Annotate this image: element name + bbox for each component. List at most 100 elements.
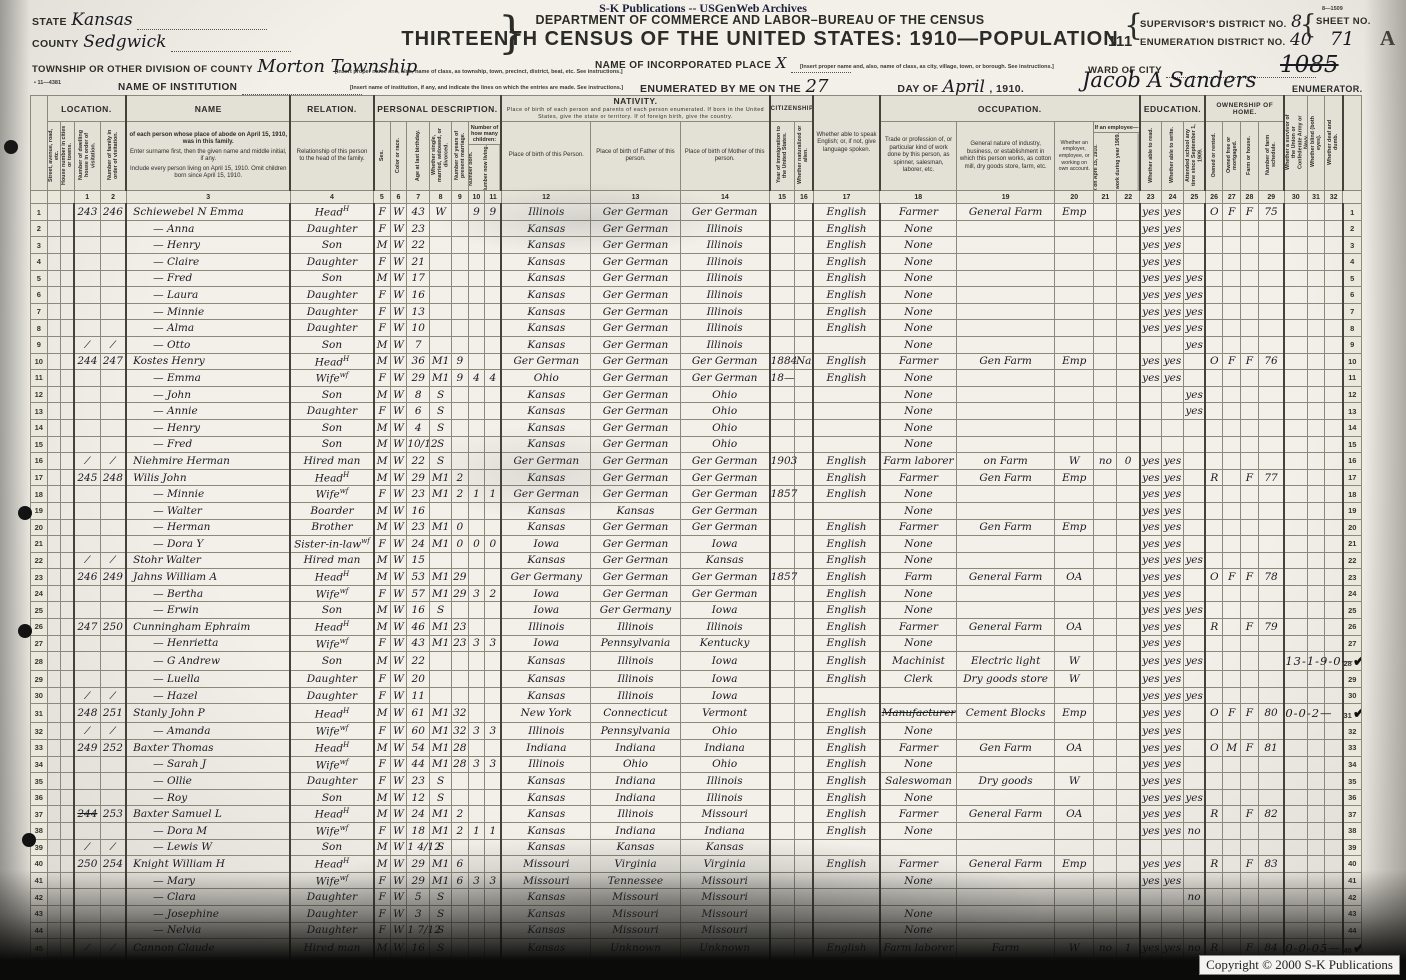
cell-school (1182, 755, 1206, 774)
cell-sex: M (372, 468, 391, 487)
cell-naturalized (794, 518, 814, 537)
cell-father_birthplace: Missouri (590, 921, 681, 940)
cell-deaf (1324, 452, 1344, 470)
cell-farm_schedule: 75 (1257, 203, 1285, 221)
cell-sex: F (372, 369, 391, 387)
cell-sex: F (372, 973, 391, 980)
column-number: 24 (1161, 190, 1184, 205)
cell-out_of_work (1093, 651, 1118, 672)
cell-yrs_married (451, 838, 469, 857)
cell-street (46, 921, 62, 940)
column-number: 8 (429, 190, 452, 205)
cell-children_born: 3 (467, 871, 486, 890)
cell-weeks_out (1116, 535, 1141, 553)
cell-relation: Daughter (289, 219, 375, 238)
cell-blind (1306, 973, 1326, 980)
cell-color: W (389, 634, 408, 653)
cell-blind (1306, 838, 1326, 857)
cell-read: yes (1138, 772, 1163, 790)
cell-yrs_married (451, 335, 469, 354)
column-number (1342, 190, 1362, 205)
cell-industry (956, 402, 1055, 420)
cell-mother_birthplace: Ger German (679, 501, 771, 520)
write-header: Whether able to write. (1161, 121, 1184, 192)
cell-children_living (484, 319, 502, 337)
cell-employer: W (1053, 772, 1095, 790)
cell-read: yes (1138, 739, 1163, 757)
employer-header: Whether an employer, employee, or workin… (1053, 121, 1095, 192)
cell-children_living (484, 385, 502, 404)
cell-birthplace: Iowa (500, 601, 592, 620)
cell-naturalized (794, 904, 814, 923)
veteran-header: Whether a survivor of the Union or Confe… (1283, 94, 1308, 192)
cell-father_birthplace: Ger German (590, 335, 681, 354)
cell-immigration_year (768, 418, 796, 437)
cell-street (46, 219, 62, 238)
cell-dwelling (73, 973, 101, 980)
cell-n2: 12 (1341, 385, 1362, 404)
cell-mother_birthplace: Indiana (679, 822, 771, 840)
cell-marital: M1 (429, 805, 452, 823)
cell-free_mortgaged (1222, 402, 1242, 420)
cell-blind (1306, 871, 1326, 890)
cell-farm_schedule (1257, 369, 1285, 387)
cell-house (60, 670, 75, 688)
cell-deaf (1324, 855, 1344, 873)
cell-street (46, 739, 62, 757)
cell-n2: 38 (1341, 822, 1362, 840)
occupation-group: OCCUPATION. (878, 94, 1141, 123)
cell-farm_house (1240, 236, 1259, 254)
cell-weeks_out (1116, 651, 1141, 672)
cell-children_born (467, 501, 486, 520)
cell-deaf (1324, 335, 1344, 354)
column-number (60, 190, 75, 205)
cell-name: — Hazel (125, 686, 291, 705)
cell-age: 16 (406, 501, 431, 520)
cell-farm_schedule (1257, 335, 1285, 354)
cell-color: W (389, 888, 408, 906)
cell-name: — Erwin (125, 601, 291, 620)
cell-farm_schedule: 82 (1257, 805, 1285, 823)
cell-out_of_work (1093, 838, 1118, 857)
cell-n: 42 (30, 888, 48, 906)
cell-english: English (812, 822, 881, 840)
cell-employer (1053, 921, 1095, 940)
supervisor-field: SUPERVISOR'S DISTRICT NO. 8 (1140, 12, 1302, 32)
cell-yrs_married (451, 402, 469, 420)
cell-yrs_married (451, 904, 469, 923)
cell-free_mortgaged (1222, 418, 1242, 437)
cell-naturalized (794, 722, 814, 741)
cell-read: yes (1138, 618, 1163, 636)
cell-immigration_year (768, 957, 796, 975)
cell-school (1182, 418, 1206, 437)
cell-relation: Brother (289, 518, 375, 537)
cell-relation: HeadH (289, 739, 375, 757)
cell-children_living (484, 236, 502, 254)
cell-blind (1306, 402, 1326, 420)
cell-naturalized (794, 601, 814, 620)
cell-family (99, 369, 127, 387)
cell-sex: M (372, 269, 391, 288)
cell-sex: F (372, 219, 391, 238)
cell-trade: None (878, 435, 958, 454)
cell-sex: M (372, 788, 391, 807)
cell-industry: Dry goods store (956, 670, 1055, 688)
cell-trade: None (878, 253, 958, 271)
county-label: COUNTY (32, 38, 79, 50)
cell-children_living (484, 352, 502, 371)
cell-mother_birthplace: Kentucky (679, 634, 771, 653)
cell-birthplace: Kansas (500, 402, 592, 420)
cell-children_living (484, 468, 502, 487)
cell-n2: 34 (1341, 755, 1362, 774)
institution-label: NAME OF INSTITUTION (118, 82, 238, 93)
cell-trade: None (878, 369, 958, 387)
cell-owned_rented (1204, 269, 1224, 288)
cell-free_mortgaged (1222, 772, 1242, 790)
cell-write (1161, 888, 1184, 906)
cell-employer (1053, 435, 1095, 454)
cell-trade: None (878, 722, 958, 741)
cell-farm_house (1240, 253, 1259, 271)
cell-family (99, 535, 127, 553)
cell-industry (956, 485, 1055, 503)
cell-farm_house (1240, 418, 1259, 437)
